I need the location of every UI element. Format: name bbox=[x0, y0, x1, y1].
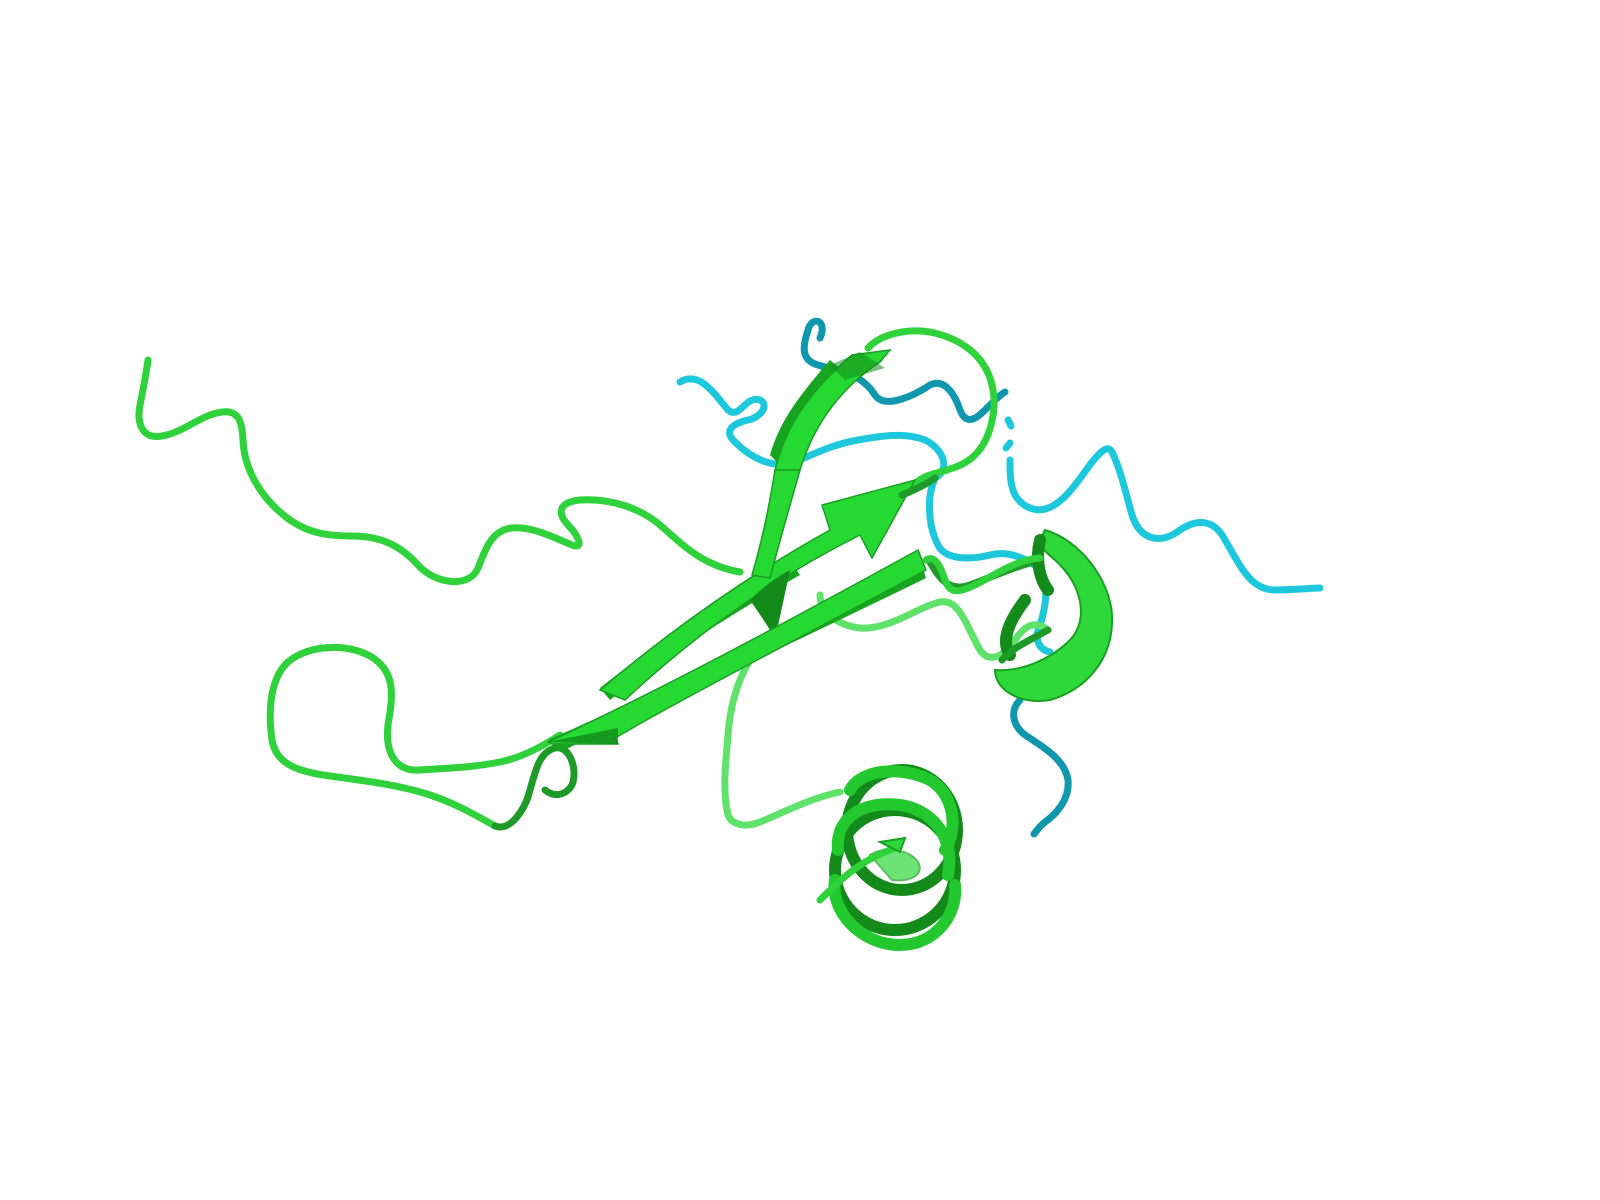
cyan-loop-top bbox=[676, 375, 948, 482]
beta-strand-1-body bbox=[751, 469, 801, 579]
green-loop-behind bbox=[816, 591, 1052, 661]
beta-strand-2 bbox=[598, 478, 917, 701]
green-tail-left bbox=[135, 356, 744, 585]
beta-strand-1 bbox=[770, 349, 892, 471]
green-loop-left-2 bbox=[491, 744, 578, 831]
green-connector-top bbox=[898, 474, 939, 499]
cyan-tail-bottom bbox=[1010, 696, 1072, 838]
green-connector-right bbox=[922, 554, 1044, 595]
chain-a-green-front bbox=[898, 474, 1044, 595]
green-loop-mid bbox=[721, 656, 844, 829]
cyan-gap-dash-1 bbox=[1004, 416, 1015, 430]
alpha-helix-right bbox=[993, 528, 1114, 702]
green-loop-left bbox=[266, 643, 564, 830]
chain-b-cyan bbox=[676, 317, 1324, 838]
alpha-helix-bottom bbox=[816, 764, 963, 952]
cyan-tail-right bbox=[1006, 445, 1324, 594]
cyan-loop-top-2 bbox=[800, 317, 1009, 423]
cyan-gap-dash-2 bbox=[1002, 439, 1014, 452]
beta-strand-3 bbox=[546, 548, 927, 752]
beta-sheet bbox=[546, 349, 927, 752]
green-loop-top bbox=[864, 327, 998, 499]
